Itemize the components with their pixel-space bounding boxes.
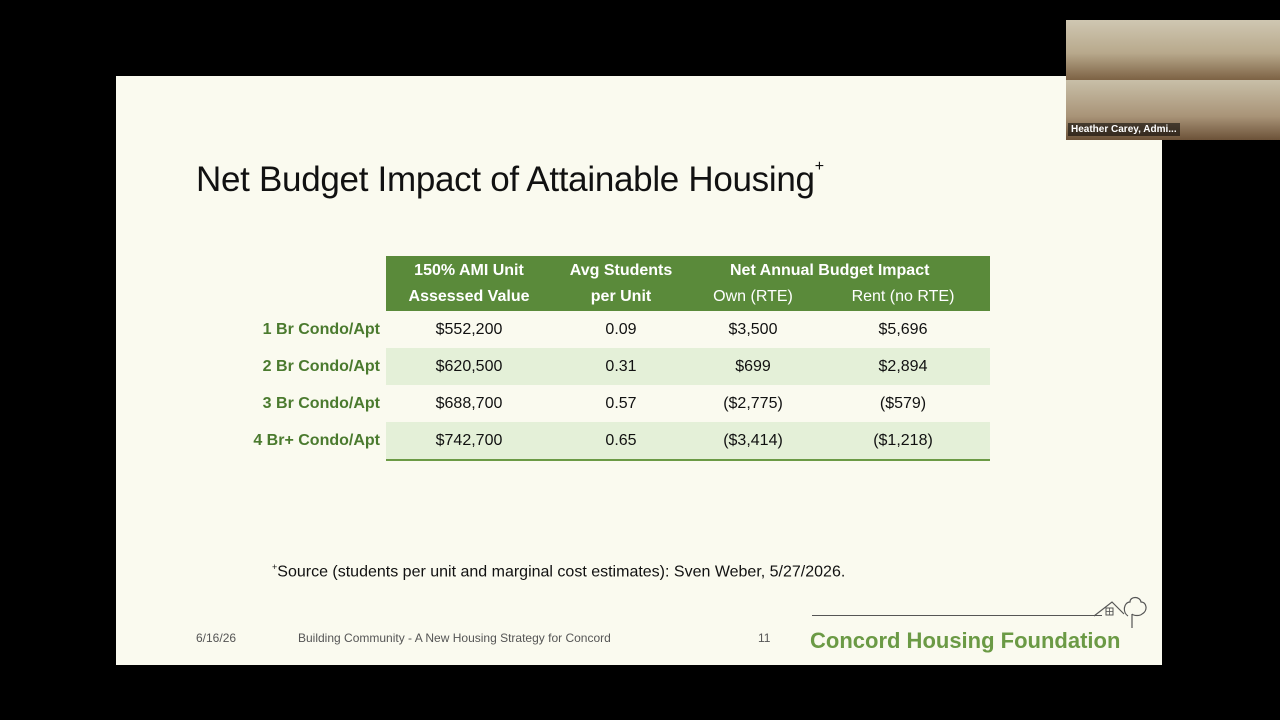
row-label: 2 Br Condo/Apt — [262, 357, 380, 375]
slide-title-text: Net Budget Impact of Attainable Housing — [196, 160, 815, 199]
header-assessed-line1: 150% AMI Unit — [414, 261, 524, 279]
house-tree-icon — [1094, 596, 1147, 628]
footnote-text: Source (students per unit and marginal c… — [277, 563, 846, 581]
cell-assessed: $620,500 — [386, 348, 552, 385]
slide-title: Net Budget Impact of Attainable Housing+ — [196, 158, 824, 200]
cell-assessed: $688,700 — [435, 394, 503, 412]
video-tile-top — [1066, 20, 1280, 80]
cell-students: 0.31 — [552, 348, 690, 385]
header-rent-no-rte: Rent (no RTE) — [816, 256, 990, 311]
table-header-row: 150% AMI Unit Assessed Value Avg Student… — [200, 256, 990, 311]
footer-date: 6/16/26 — [196, 631, 237, 645]
cell-rent: $2,894 — [816, 348, 990, 385]
table-row: 4 Br+ Condo/Apt $742,700 0.65 ($3,414) (… — [200, 422, 990, 461]
cell-rent: ($1,218) — [816, 422, 990, 461]
footnote-marker: + — [272, 562, 278, 572]
header-own-rte: Net Annual Budget Impact Own (RTE) — [690, 256, 929, 311]
table-row: 3 Br Condo/Apt $688,700 0.57 ($2,775) ($… — [200, 385, 990, 422]
footer-page-number: 11 — [758, 631, 771, 645]
logo-text: Concord Housing Foundation — [810, 628, 1121, 653]
row-label: 1 Br Condo/Apt — [262, 320, 380, 338]
table-row: 2 Br Condo/Apt $620,500 0.31 $699 $2,894 — [200, 348, 990, 385]
header-net-budget-group: Net Annual Budget Impact — [730, 261, 930, 279]
cell-students: 0.09 — [605, 320, 637, 338]
row-label: 4 Br+ Condo/Apt — [253, 432, 380, 449]
header-students-line1: Avg Students — [569, 261, 673, 279]
participant-name-label: Heather Carey, Admi... — [1068, 123, 1180, 136]
header-students-line2: per Unit — [590, 287, 652, 305]
header-own-label: Own (RTE) — [713, 287, 793, 305]
cell-own: $3,500 — [728, 320, 778, 338]
header-assessed-line2: Assessed Value — [408, 287, 530, 305]
cell-assessed: $742,700 — [386, 422, 552, 461]
source-footnote: +Source (students per unit and marginal … — [272, 562, 845, 581]
title-marker: + — [814, 158, 824, 175]
cell-students: 0.65 — [552, 422, 690, 461]
header-blank — [200, 256, 386, 311]
header-rent-label: Rent (no RTE) — [851, 287, 955, 305]
cell-rent: ($579) — [879, 394, 927, 412]
header-assessed-value: 150% AMI Unit Assessed Value — [386, 256, 552, 311]
cell-own: ($2,775) — [723, 394, 783, 412]
video-thumbnail[interactable]: Heather Carey, Admi... — [1066, 20, 1280, 140]
cell-own: ($3,414) — [690, 422, 816, 461]
logo-line — [812, 615, 1102, 616]
budget-table: 150% AMI Unit Assessed Value Avg Student… — [200, 256, 990, 461]
cell-own: $699 — [690, 348, 816, 385]
header-avg-students: Avg Students per Unit — [552, 256, 690, 311]
footer-presentation-title: Building Community - A New Housing Strat… — [298, 631, 611, 645]
row-label: 3 Br Condo/Apt — [262, 394, 380, 412]
cell-rent: $5,696 — [878, 320, 928, 338]
cell-assessed: $552,200 — [435, 320, 503, 338]
table-row: 1 Br Condo/Apt $552,200 0.09 $3,500 $5,6… — [200, 311, 990, 348]
presentation-slide: Net Budget Impact of Attainable Housing+… — [116, 76, 1162, 665]
cell-students: 0.57 — [605, 394, 637, 412]
